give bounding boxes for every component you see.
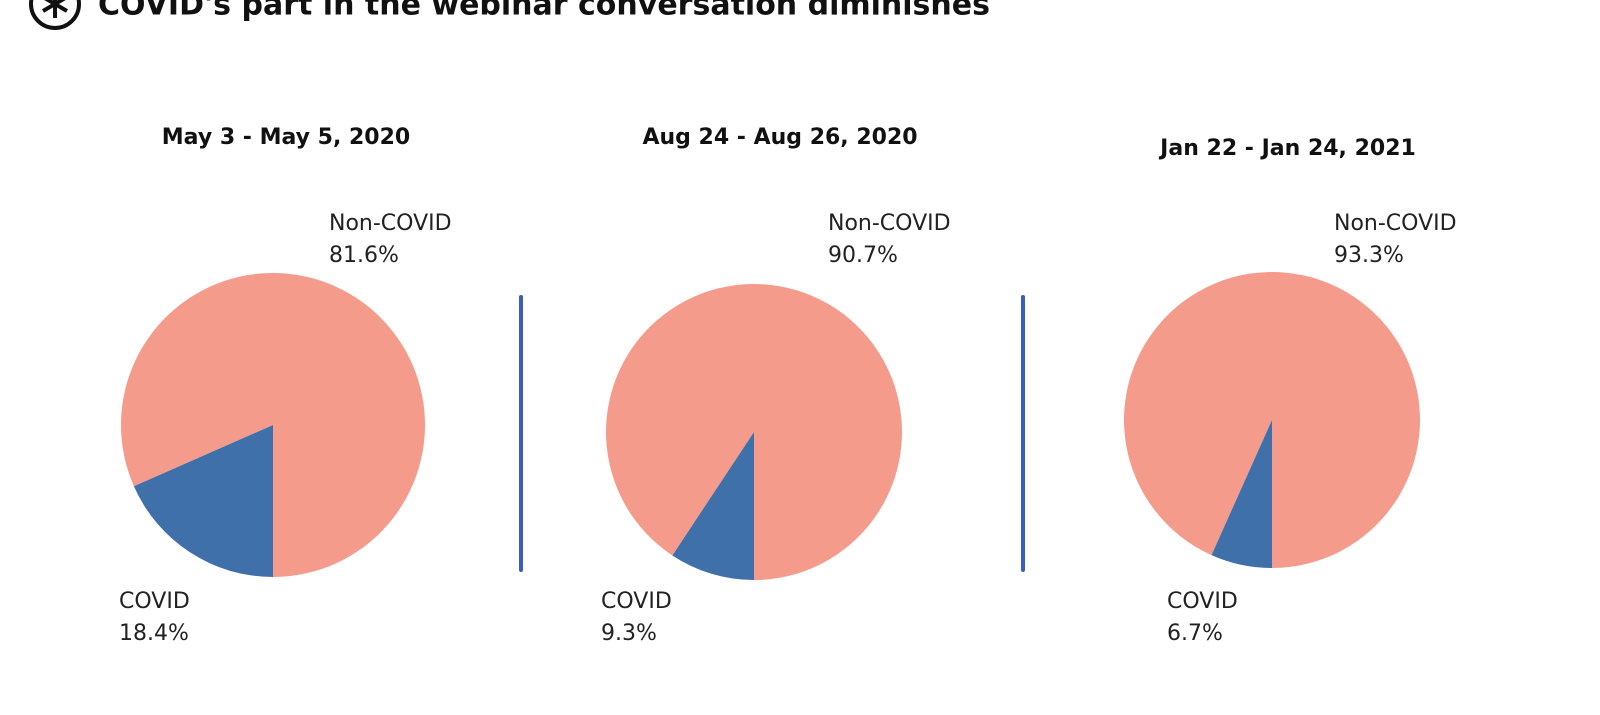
slice-value-label: 9.3% bbox=[601, 621, 657, 646]
chart-subtitle: Jan 22 - Jan 24, 2021 bbox=[1158, 136, 1416, 161]
slice-value-label: 6.7% bbox=[1167, 621, 1223, 646]
pie-slice bbox=[606, 284, 903, 580]
slice-label: Non-COVID bbox=[1334, 211, 1457, 236]
logo-icon bbox=[29, 0, 81, 30]
pie-slice bbox=[1211, 420, 1272, 568]
slice-label: Non-COVID bbox=[828, 211, 951, 236]
chart-subtitle: Aug 24 - Aug 26, 2020 bbox=[642, 125, 917, 150]
slice-label: COVID bbox=[1167, 589, 1238, 614]
slice-value-label: 93.3% bbox=[1334, 243, 1404, 268]
slice-value-label: 81.6% bbox=[329, 243, 399, 268]
slice-value-label: 18.4% bbox=[119, 621, 189, 646]
slice-value-label: 90.7% bbox=[828, 243, 898, 268]
slice-label: COVID bbox=[119, 589, 190, 614]
pie-slice bbox=[672, 432, 754, 580]
chart-subtitle: May 3 - May 5, 2020 bbox=[162, 125, 410, 150]
slice-label: Non-COVID bbox=[329, 211, 452, 236]
pie-slice bbox=[133, 425, 273, 577]
slice-label: COVID bbox=[601, 589, 672, 614]
page-title: COVID's part in the webinar conversation… bbox=[98, 0, 990, 23]
